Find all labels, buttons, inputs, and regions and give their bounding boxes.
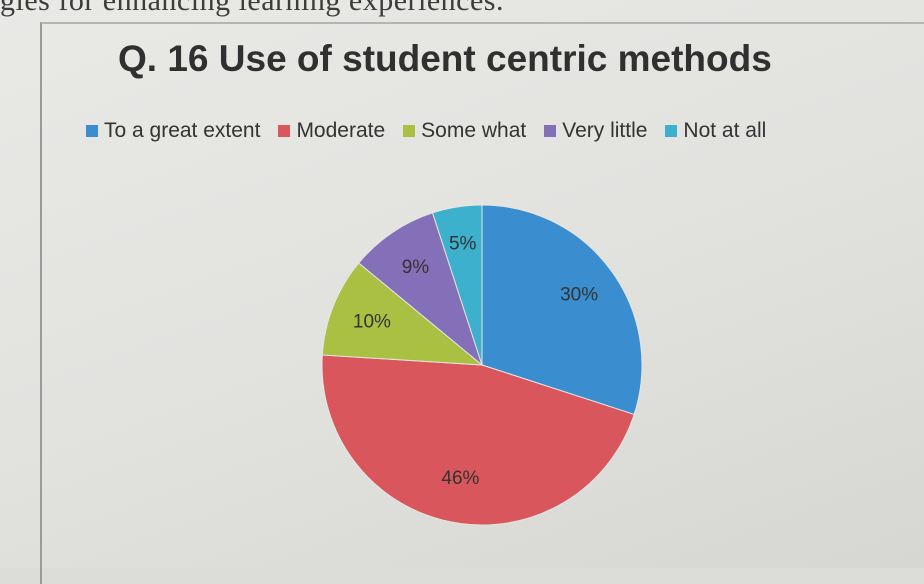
legend-swatch	[665, 125, 678, 137]
data-label-not-at-all: 5%	[449, 233, 477, 254]
pie-slice-to-a-great-extent	[481, 204, 643, 416]
previous-text-fragment: gies for enhancing learning experiences.	[0, 0, 504, 17]
legend-swatch	[544, 125, 557, 137]
legend-swatch	[86, 125, 98, 137]
pie-slice-not-at-all	[431, 204, 483, 366]
pie-chart: 30% 46% 10% 9% 5%	[321, 204, 643, 526]
data-label-to-a-great-extent: 30%	[560, 284, 598, 305]
chart-legend: To a great extent Moderate Some what Ver…	[86, 118, 766, 144]
legend-label: Very little	[562, 119, 648, 142]
chart-frame	[40, 22, 924, 584]
legend-swatch	[403, 125, 416, 137]
legend-label: Some what	[421, 119, 527, 142]
legend-item-to-a-great-extent: To a great extent	[86, 119, 260, 143]
pie-slice-very-little	[358, 212, 484, 367]
legend-label: Not at all	[683, 119, 767, 142]
legend-item-very-little: Very little	[544, 119, 647, 143]
pie-slice-some-what	[321, 262, 484, 366]
legend-item-some-what: Some what	[403, 119, 526, 143]
data-label-some-what: 10%	[353, 311, 391, 332]
legend-item-not-at-all: Not at all	[665, 119, 766, 143]
legend-item-moderate: Moderate	[278, 119, 385, 143]
legend-label: Moderate	[296, 119, 386, 142]
chart-title: Q. 16 Use of student centric methods	[118, 38, 772, 79]
data-label-very-little: 9%	[402, 257, 430, 278]
pie-slice-moderate	[321, 354, 635, 526]
legend-swatch	[278, 125, 291, 137]
data-label-moderate: 46%	[441, 468, 479, 489]
legend-label: To a great extent	[104, 119, 261, 142]
